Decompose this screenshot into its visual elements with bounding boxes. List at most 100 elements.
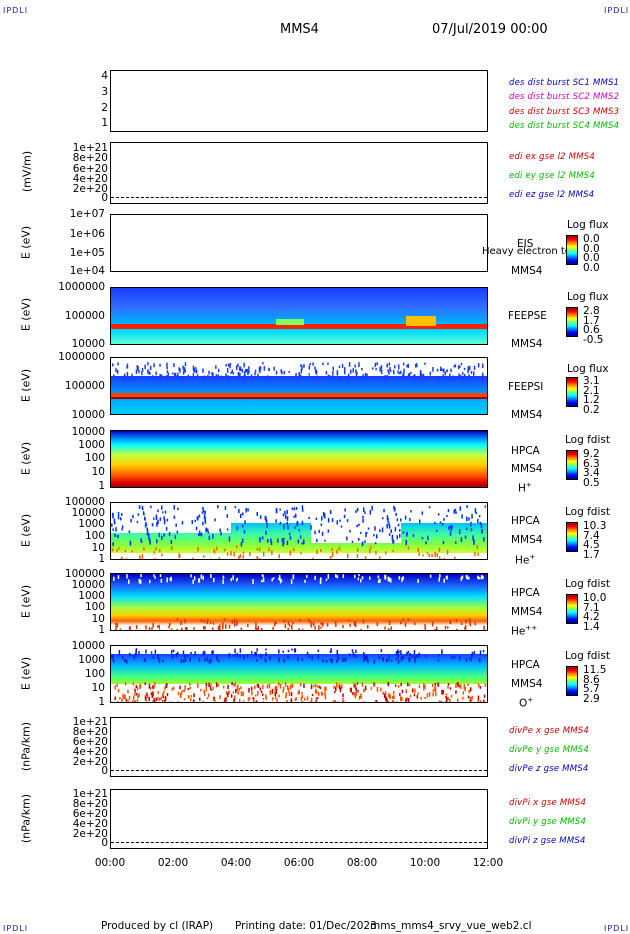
- spectrogram-speckle: [117, 688, 120, 693]
- spectrogram-speckle: [185, 627, 187, 630]
- spectrogram-speckle: [159, 517, 162, 521]
- spectrogram-speckle: [138, 369, 140, 374]
- spectrogram-speckle: [390, 626, 392, 630]
- spectrogram-speckle: [320, 626, 322, 629]
- spectrogram-speckle: [155, 516, 158, 521]
- spectrogram-speckle: [171, 546, 173, 551]
- spectrogram-speckle: [440, 700, 442, 702]
- spectrogram-speckle: [205, 527, 207, 533]
- spectrogram-speckle: [425, 541, 427, 545]
- spectrogram-speckle: [394, 527, 397, 532]
- spectrogram-speckle: [327, 529, 330, 533]
- spectrogram-speckle: [373, 682, 375, 685]
- spectrogram-speckle: [222, 622, 224, 627]
- spectrogram-speckle: [424, 624, 426, 629]
- spectrogram-speckle: [326, 623, 329, 627]
- spectrogram-speckle: [270, 541, 273, 545]
- spectrogram-speckle: [420, 696, 422, 700]
- spectrogram-speckle: [348, 653, 351, 657]
- spectrogram-speckle: [177, 701, 179, 702]
- spectrogram-speckle: [114, 533, 116, 538]
- spectrogram-speckle: [255, 622, 257, 626]
- spectrogram-speckle: [156, 539, 158, 544]
- y-tick: 6e+20: [72, 163, 108, 175]
- spectrogram-speckle: [126, 372, 129, 377]
- spectrogram-speckle: [180, 693, 182, 699]
- spectrogram-speckle: [155, 547, 157, 551]
- panel-feepsi-spectrogram: [110, 357, 488, 415]
- spectrogram-speckle: [342, 624, 344, 629]
- spectrogram-speckle: [382, 517, 384, 520]
- spectrogram-speckle: [237, 691, 239, 695]
- spectrogram-speckle: [360, 578, 362, 583]
- spectrogram-speckle: [235, 365, 238, 370]
- spectrogram-speckle: [124, 549, 127, 553]
- spectrogram-speckle: [210, 377, 212, 382]
- spectrogram-speckle: [152, 700, 154, 702]
- spectrogram-speckle: [217, 368, 220, 373]
- spectrogram-speckle: [134, 688, 136, 692]
- spectrogram-speckle: [318, 529, 320, 533]
- spectrogram-speckle: [336, 649, 338, 654]
- spectrogram-speckle: [342, 697, 344, 702]
- spectrogram-speckle: [135, 649, 137, 655]
- spectrogram-speckle: [318, 692, 320, 696]
- spectrogram-speckle: [128, 626, 131, 630]
- spectrogram-speckle: [301, 505, 304, 509]
- spectrogram-speckle: [468, 375, 471, 379]
- spectrogram-speckle: [142, 507, 144, 511]
- spectrogram-speckle: [402, 362, 405, 366]
- spectrogram-speckle: [222, 575, 225, 579]
- spectrogram-speckle: [358, 362, 360, 368]
- y-tick: 10: [91, 613, 105, 625]
- species-charge: ++: [525, 624, 538, 632]
- spectrogram-speckle: [445, 696, 447, 699]
- spectrogram-speckle: [387, 628, 390, 630]
- spectrogram-speckle: [144, 682, 146, 686]
- y-axis-label: (mV/m): [20, 150, 34, 193]
- spectrogram-speckle: [283, 620, 285, 623]
- spectrogram-speckle: [416, 695, 419, 699]
- spectrogram-speckle: [111, 548, 114, 552]
- spectrogram-band: [111, 574, 487, 630]
- spectrogram-speckle: [111, 654, 113, 659]
- spectrogram-speckle: [194, 367, 197, 370]
- spectrogram-speckle: [270, 538, 272, 543]
- x-tick: 06:00: [283, 857, 315, 869]
- spectrogram-speckle: [468, 689, 470, 694]
- spectrogram-speckle: [112, 659, 115, 663]
- spectrogram-speckle: [169, 701, 171, 702]
- spectrogram-speckle: [311, 656, 313, 660]
- spectrogram-speckle: [472, 535, 474, 541]
- spectrogram-speckle: [121, 528, 123, 531]
- spectrogram-speckle: [226, 514, 228, 518]
- spectrogram-speckle: [261, 574, 264, 577]
- spectrogram-speckle: [363, 657, 365, 663]
- y-tick: 10: [91, 466, 105, 478]
- spectrogram-speckle: [215, 546, 218, 551]
- spectrogram-speckle: [363, 652, 365, 657]
- spectrogram-speckle: [367, 658, 369, 664]
- spectrogram-speckle: [438, 556, 441, 559]
- spectrogram-speckle: [309, 363, 311, 366]
- spectrogram-speckle: [469, 699, 472, 702]
- spectrogram-speckle: [272, 577, 275, 580]
- spectrogram-speckle: [182, 365, 184, 368]
- colorbar-label: 1.7: [583, 314, 600, 327]
- spectrogram-speckle: [401, 577, 403, 583]
- spectrogram-speckle: [388, 577, 391, 582]
- spectrogram-speckle: [175, 375, 178, 379]
- y-tick: 6e+20: [72, 736, 108, 748]
- spectrogram-speckle: [212, 622, 215, 625]
- spectrogram-speckle: [212, 650, 214, 654]
- spectrogram-speckle: [278, 554, 280, 559]
- spectrogram-speckle: [228, 653, 231, 658]
- spectrogram-speckle: [355, 649, 357, 653]
- spectrogram-speckle: [126, 365, 128, 369]
- spectrogram-speckle: [436, 626, 438, 630]
- spectrogram-speckle: [161, 505, 163, 510]
- spectrogram-speckle: [233, 618, 236, 624]
- spectrogram-speckle: [223, 618, 226, 621]
- spectrogram-speckle: [198, 530, 201, 533]
- spectrogram-speckle: [414, 656, 416, 660]
